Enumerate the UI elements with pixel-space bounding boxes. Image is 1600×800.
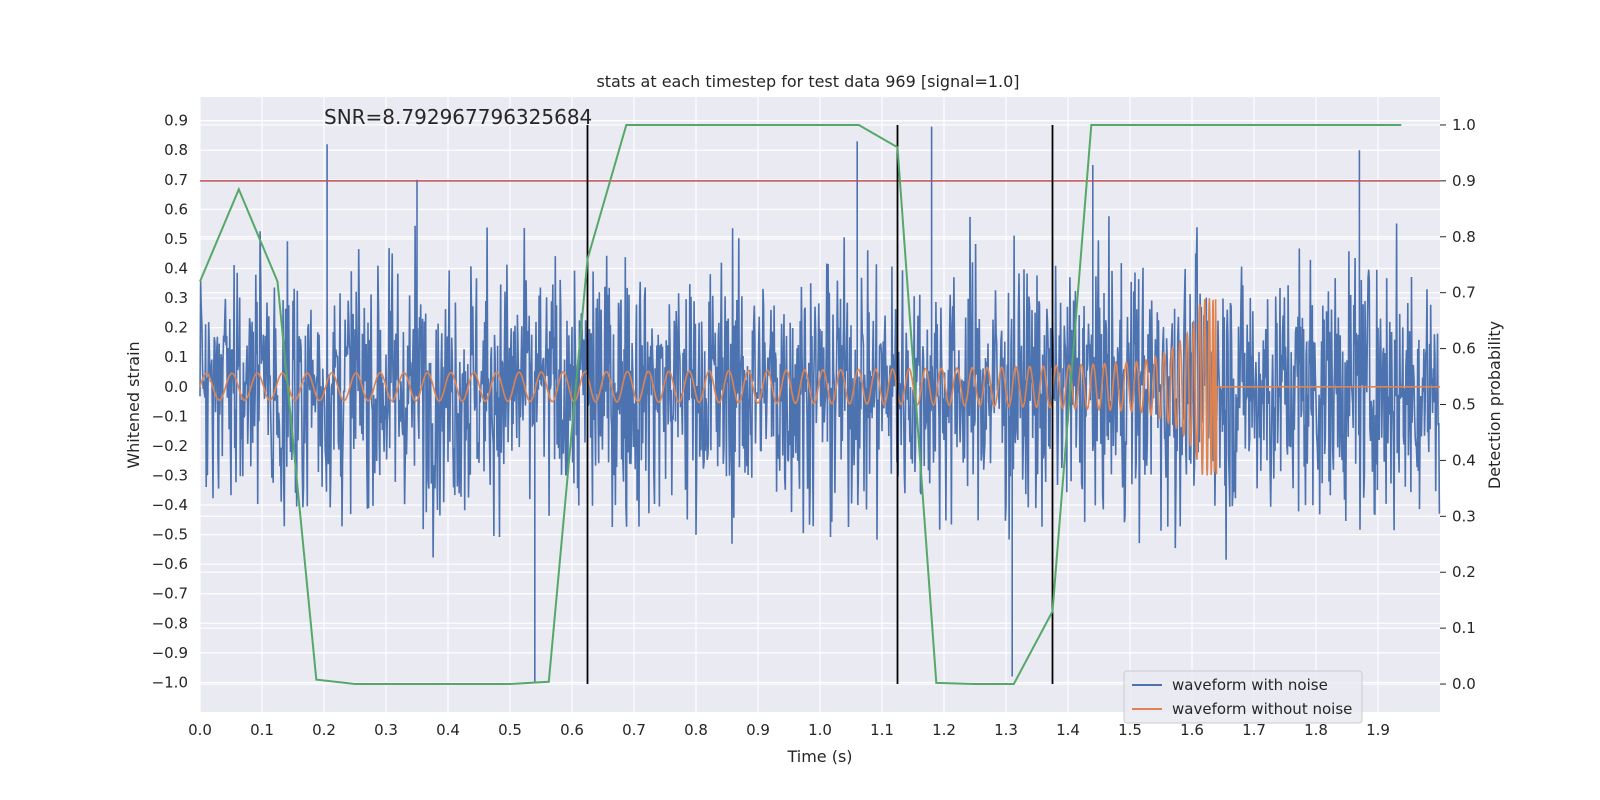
- y-right-tick-label-7: 0.3: [1452, 507, 1476, 525]
- noisy-waveform-line: [199, 126, 1441, 683]
- x-tick-label-10: 1.0: [808, 721, 832, 739]
- x-tick-label-18: 1.8: [1304, 721, 1328, 739]
- reference-lines: [200, 124, 1440, 685]
- y-axis-label: Whitened strain: [124, 341, 143, 468]
- snr-annotation: SNR=8.792967796325684: [324, 105, 592, 129]
- y-tick-label-16: −0.7: [152, 585, 188, 603]
- x-tick-label-12: 1.2: [932, 721, 956, 739]
- y-tick-label-17: −0.8: [152, 614, 188, 632]
- x-axis-label: Time (s): [786, 747, 852, 766]
- y-tick-label-3: 0.6: [164, 200, 188, 218]
- x-tick-label-1: 0.1: [250, 721, 274, 739]
- y-tick-label-13: −0.4: [152, 496, 188, 514]
- x-tick-label-4: 0.4: [436, 721, 460, 739]
- y-axis-ticks: 0.9 0.8 0.7 0.6 0.5 0.4 0.3 0.2 0.1 0.0 −0.1 −0.2 −0…: [152, 112, 188, 692]
- y-tick-label-9: 0.0: [164, 378, 188, 396]
- x-tick-label-16: 1.6: [1180, 721, 1204, 739]
- x-tick-label-9: 0.9: [746, 721, 770, 739]
- y-tick-label-7: 0.2: [164, 319, 188, 337]
- y-right-axis-ticks: 1.0 0.9 0.8 0.7 0.6 0.5 0.4 0.3 0.2 0.1 0.0: [1440, 116, 1476, 693]
- y-tick-label-18: −0.9: [152, 644, 188, 662]
- x-tick-label-19: 1.9: [1366, 721, 1390, 739]
- y-tick-label-0: 0.9: [164, 112, 188, 130]
- x-tick-label-17: 1.7: [1242, 721, 1266, 739]
- y-tick-label-5: 0.4: [164, 259, 188, 277]
- y-right-tick-label-6: 0.4: [1452, 451, 1476, 469]
- y-tick-label-15: −0.6: [152, 555, 188, 573]
- y-right-tick-label-0: 1.0: [1452, 116, 1476, 134]
- x-axis-ticks: 0.0 0.1 0.2 0.3 0.4 0.5 0.6 0.7 0.8 0.9 1.0 1.1 1.2 1…: [188, 721, 1390, 739]
- probability-line: [199, 124, 1402, 685]
- y-tick-label-19: −1.0: [152, 673, 188, 691]
- y-right-tick-label-3: 0.7: [1452, 284, 1476, 302]
- y-right-tick-label-4: 0.6: [1452, 340, 1476, 358]
- y-right-tick-label-10: 0.0: [1452, 675, 1476, 693]
- y-tick-label-12: −0.3: [152, 466, 188, 484]
- series-waveform-without-noise: [199, 298, 1440, 476]
- x-tick-label-0: 0.0: [188, 721, 212, 739]
- y-tick-label-8: 0.1: [164, 348, 188, 366]
- x-tick-label-15: 1.5: [1118, 721, 1142, 739]
- y-tick-label-2: 0.7: [164, 171, 188, 189]
- x-tick-label-2: 0.2: [312, 721, 336, 739]
- y-right-axis-label: Detection probability: [1485, 321, 1504, 489]
- x-tick-label-11: 1.1: [870, 721, 894, 739]
- y-tick-label-10: −0.1: [152, 407, 188, 425]
- x-tick-label-7: 0.7: [622, 721, 646, 739]
- y-tick-label-11: −0.2: [152, 437, 188, 455]
- y-tick-label-1: 0.8: [164, 141, 188, 159]
- x-tick-label-8: 0.8: [684, 721, 708, 739]
- y-tick-label-4: 0.5: [164, 230, 188, 248]
- y-right-tick-label-2: 0.8: [1452, 228, 1476, 246]
- x-tick-label-6: 0.6: [560, 721, 584, 739]
- legend-label-noise: waveform with noise: [1172, 676, 1328, 694]
- y-right-tick-label-1: 0.9: [1452, 172, 1476, 190]
- x-tick-label-3: 0.3: [374, 721, 398, 739]
- series-detection-probability: [199, 124, 1402, 685]
- chart-title: stats at each timestep for test data 969…: [596, 72, 1019, 91]
- y-tick-label-14: −0.5: [152, 526, 188, 544]
- y-right-tick-label-5: 0.5: [1452, 396, 1476, 414]
- legend-box: [1123, 670, 1363, 724]
- y-right-tick-label-8: 0.2: [1452, 563, 1476, 581]
- legend-label-clean: waveform without noise: [1172, 700, 1352, 718]
- x-tick-label-13: 1.3: [994, 721, 1018, 739]
- y-tick-label-6: 0.3: [164, 289, 188, 307]
- x-tick-label-14: 1.4: [1056, 721, 1080, 739]
- series-waveform-with-noise: [199, 126, 1441, 683]
- y-right-tick-label-9: 0.1: [1452, 619, 1476, 637]
- legend: waveform with noise waveform without noi…: [1123, 670, 1363, 724]
- clean-waveform-line: [199, 298, 1440, 476]
- x-tick-label-5: 0.5: [498, 721, 522, 739]
